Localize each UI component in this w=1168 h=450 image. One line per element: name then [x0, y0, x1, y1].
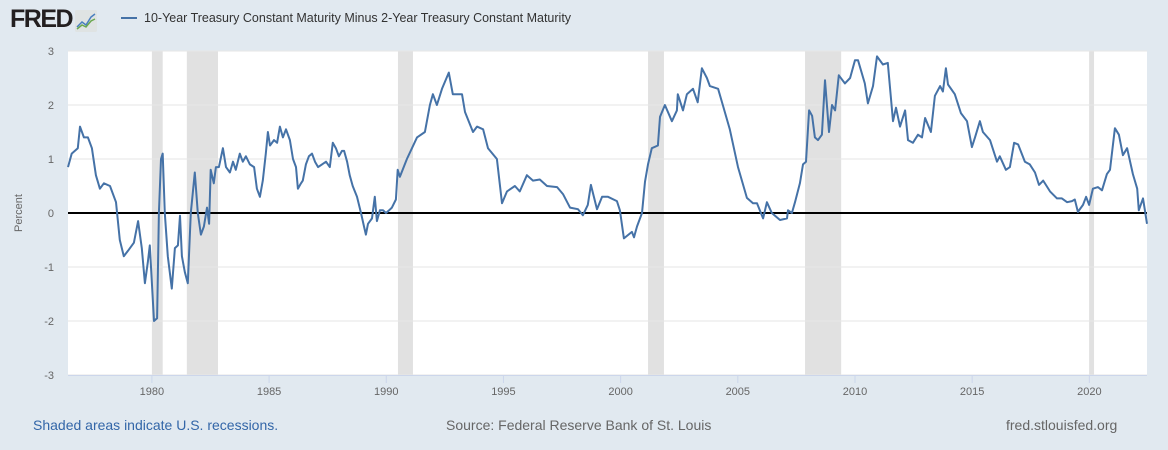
chart-logo-icon	[75, 10, 98, 32]
x-tick-label: 2000	[608, 386, 632, 398]
x-tick-label: 2020	[1077, 386, 1101, 398]
x-tick-label: 1995	[491, 386, 515, 398]
x-axis: 1980 1985 1990 1995 2000 2005 2010 2015 2020	[140, 375, 1102, 398]
x-tick-label: 2015	[960, 386, 984, 398]
series-line	[67, 55, 1148, 322]
y-tick-label: -3	[44, 370, 54, 382]
recession-note-link[interactable]: Shaded areas indicate U.S. recessions.	[33, 417, 279, 433]
y-tick-label: 3	[48, 46, 54, 58]
legend: 10-Year Treasury Constant Maturity Minus…	[121, 11, 571, 25]
source-text: Source: Federal Reserve Bank of St. Loui…	[446, 417, 712, 433]
y-axis-label: Percent	[13, 194, 25, 232]
legend-swatch	[121, 17, 137, 19]
y-tick-label: 1	[48, 154, 54, 166]
x-tick-label: 2010	[843, 386, 867, 398]
y-tick-label: -2	[44, 316, 54, 328]
y-tick-label: 2	[48, 100, 54, 112]
x-tick-label: 1980	[140, 386, 164, 398]
y-tick-label: 0	[48, 208, 54, 220]
x-tick-label: 2005	[726, 386, 750, 398]
logo-text: FRED	[10, 5, 74, 33]
x-tick-label: 1990	[374, 386, 398, 398]
x-tick-label: 1985	[257, 386, 281, 398]
y-tick-label: -1	[44, 262, 54, 274]
legend-label: 10-Year Treasury Constant Maturity Minus…	[144, 11, 572, 25]
fred-logo[interactable]: FRED	[10, 5, 98, 33]
y-axis: -3 -2 -1 0 1 2 3	[44, 46, 54, 382]
site-link[interactable]: fred.stlouisfed.org	[1006, 417, 1118, 433]
